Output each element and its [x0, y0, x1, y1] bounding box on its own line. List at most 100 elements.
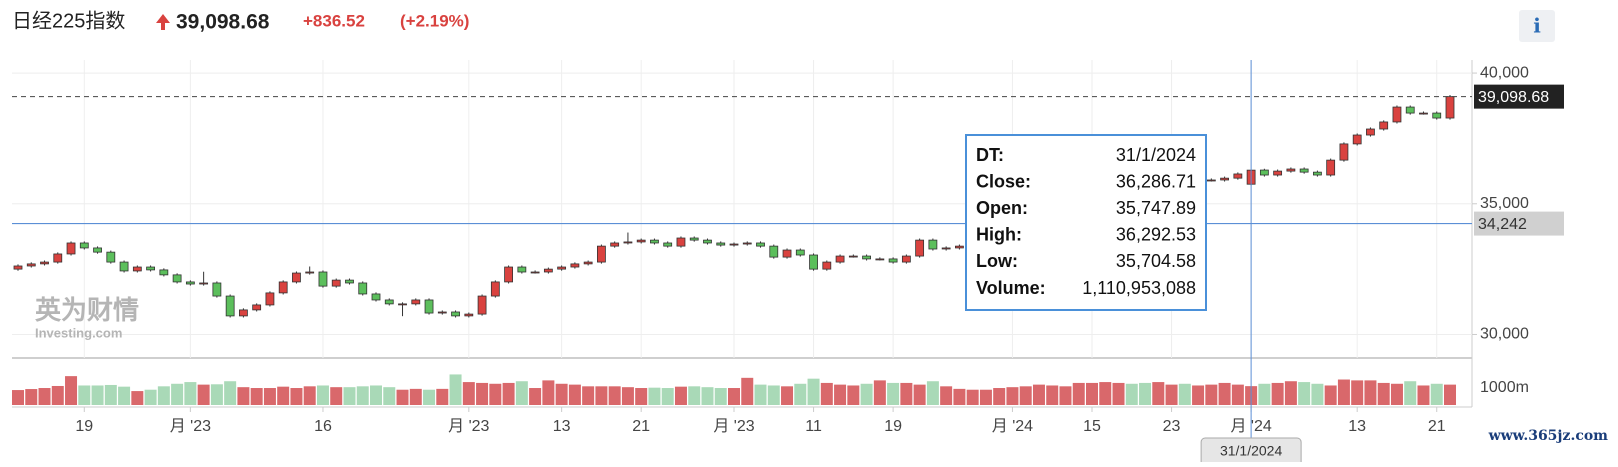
volume-bar	[913, 384, 926, 405]
candle-body	[1379, 121, 1389, 130]
volume-bar	[900, 382, 913, 405]
candle-body	[1286, 168, 1296, 172]
crosshair-price-label: 34,242	[1478, 216, 1527, 233]
candle-body	[1419, 112, 1428, 115]
candle-body	[862, 255, 871, 260]
candle-body	[610, 242, 620, 247]
candle-body	[888, 258, 898, 263]
volume-bar	[940, 386, 953, 405]
volume-bar	[449, 374, 462, 405]
volume-bar	[741, 377, 754, 405]
x-tick-label: 月 '23	[713, 418, 754, 435]
volume-bar	[91, 385, 104, 405]
x-tick-label: 21	[1428, 418, 1446, 435]
candle-body	[703, 239, 712, 244]
volume-bar	[330, 387, 343, 405]
candle-body	[835, 255, 845, 263]
volume-bar	[860, 383, 873, 405]
volume-bar	[1165, 384, 1178, 405]
tooltip-key: Close:	[976, 171, 1031, 191]
volume-bar	[224, 381, 237, 405]
candle-body	[955, 245, 964, 249]
x-tick-label: 13	[553, 418, 571, 435]
candle-body	[875, 258, 885, 261]
candle-body	[742, 242, 752, 245]
volume-bar	[555, 383, 568, 405]
candle-body	[623, 241, 633, 244]
candle-body	[159, 269, 169, 276]
candle-body	[371, 293, 381, 301]
volume-bar	[781, 386, 794, 405]
candle-body	[278, 281, 288, 294]
candle-body	[40, 261, 49, 265]
candle-body	[398, 303, 407, 306]
info-icon[interactable]: i	[1533, 14, 1541, 38]
volume-bar	[502, 382, 515, 405]
volume-bar	[820, 382, 833, 405]
volume-bar	[1192, 385, 1205, 405]
info-button[interactable]	[1519, 10, 1555, 42]
volume-bar	[621, 387, 634, 405]
candle-body	[292, 272, 301, 283]
volume-bar	[184, 382, 197, 405]
volume-bar	[423, 389, 436, 405]
volume-bar	[542, 380, 555, 405]
change: +836.52	[303, 11, 365, 30]
plot: 30,000 35,000 40,000 1000m 19 月 '23 16 月 '23 13 2…	[12, 60, 1564, 467]
volume-bar	[979, 389, 992, 405]
candle-body	[650, 239, 659, 244]
volume-bar	[25, 389, 38, 405]
volume-bar	[277, 386, 290, 405]
candle-body	[1405, 106, 1415, 114]
candle-body	[477, 295, 487, 315]
candle-body	[756, 242, 765, 247]
volume-bar	[701, 387, 714, 405]
volume-bar	[409, 388, 422, 405]
y-tick-label: 35,000	[1480, 195, 1529, 212]
candle-body	[941, 247, 951, 250]
volume-bar	[582, 386, 595, 405]
volume-bar	[157, 386, 170, 405]
candle-body	[663, 242, 673, 247]
volume-bar	[370, 385, 382, 405]
candle-body	[1366, 128, 1375, 136]
volume-bar	[1258, 383, 1271, 405]
candle-body	[809, 254, 818, 270]
volume-bar	[78, 385, 91, 405]
tooltip-value: 31/1/2024	[1116, 145, 1196, 165]
last-price-box	[1474, 84, 1564, 109]
tooltip-value: 1,110,953,088	[1082, 278, 1196, 298]
volume-bar	[1271, 382, 1284, 405]
volume-bar	[926, 381, 939, 405]
volume-bar	[887, 382, 900, 405]
volume-bar	[1072, 382, 1085, 405]
candle-body	[119, 261, 129, 272]
x-tick-label: 21	[632, 418, 650, 435]
volume-bar	[303, 386, 316, 405]
volume-bar	[1444, 384, 1456, 405]
volume-bar	[1178, 383, 1191, 405]
watermark-site: Investing.com	[35, 325, 122, 340]
volume-bar	[436, 388, 449, 405]
candle-body	[795, 249, 805, 256]
volume-bar	[728, 388, 740, 405]
volume-bar	[1430, 383, 1443, 405]
volume-bar	[794, 383, 807, 405]
volume-bar	[648, 387, 661, 405]
candle-body	[26, 263, 36, 267]
volume-bar	[993, 388, 1006, 405]
x-tick-label: 19	[884, 418, 902, 435]
candle-body	[199, 282, 209, 285]
tooltip-box	[965, 134, 1207, 311]
volume-bar	[966, 389, 979, 405]
candle-body	[424, 299, 434, 314]
y-tick-label: 40,000	[1480, 64, 1529, 81]
candle-body	[212, 282, 222, 297]
up-arrow	[156, 14, 170, 30]
volume-bar	[1324, 385, 1337, 405]
candle-body	[1326, 159, 1336, 176]
candle-body	[1259, 169, 1269, 176]
candle-body	[1273, 170, 1283, 176]
volume-bar	[1112, 382, 1125, 405]
